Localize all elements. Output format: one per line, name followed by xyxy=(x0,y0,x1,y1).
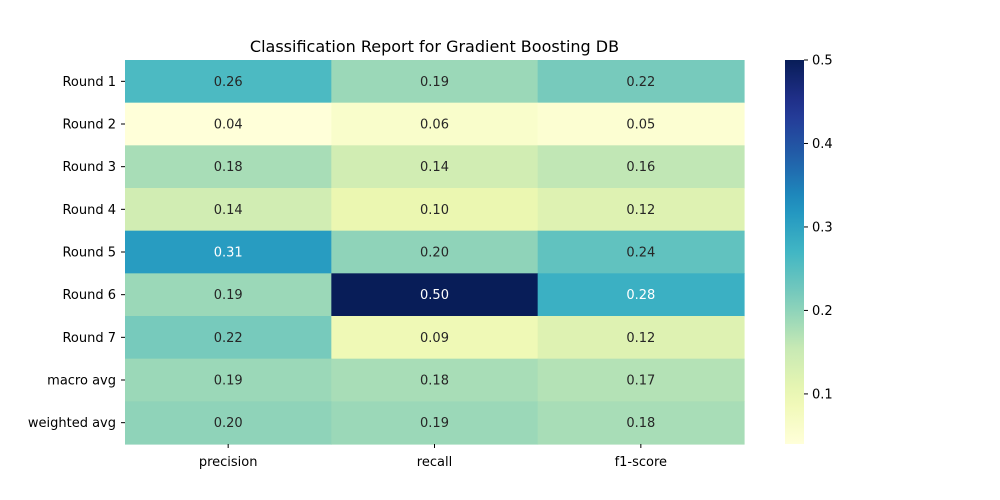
y-axis: Round 1 Round 2 Round 3 Round 4 Round 5 Round… xyxy=(28,75,125,431)
heatmap-cell-label: 0.19 xyxy=(420,416,449,431)
colorbar-axis: 0.1 0.2 0.3 0.4 0.5 xyxy=(804,54,833,402)
heatmap-cell-label: 0.18 xyxy=(626,416,655,431)
heatmap-cell-label: 0.10 xyxy=(420,203,449,218)
heatmap-cell xyxy=(125,102,332,146)
heatmap-cell-label: 0.26 xyxy=(214,75,243,90)
y-tick-label: Round 4 xyxy=(62,203,116,218)
x-tick-label: f1-score xyxy=(615,455,667,470)
heatmap-cell-label: 0.20 xyxy=(214,416,243,431)
heatmap-cell-label: 0.28 xyxy=(626,288,655,303)
y-tick-label: Round 6 xyxy=(62,288,116,303)
heatmap-cell xyxy=(331,316,539,360)
heatmap-cell xyxy=(537,316,745,360)
heatmap-cell xyxy=(331,273,539,317)
heatmap-cell xyxy=(331,145,539,189)
colorbar-tick-label: 0.5 xyxy=(812,54,833,69)
heatmap-cell xyxy=(537,145,745,189)
heatmap-cell-label: 0.16 xyxy=(626,160,655,175)
y-tick-label: weighted avg xyxy=(28,416,116,431)
heatmap-cell-label: 0.24 xyxy=(626,246,655,261)
heatmap-cell-labels: 0.26 0.19 0.22 0.04 0.06 0.05 0.18 0.14 0.16 0.14… xyxy=(214,75,656,431)
heatmap-cell-label: 0.31 xyxy=(214,246,243,261)
heatmap-cell-label: 0.18 xyxy=(214,160,243,175)
heatmap-cell xyxy=(537,102,745,146)
heatmap-cells xyxy=(125,60,745,445)
y-tick-label: macro avg xyxy=(47,374,116,389)
heatmap-cell-label: 0.12 xyxy=(626,331,655,346)
heatmap-cell-label: 0.19 xyxy=(214,374,243,389)
heatmap-cell xyxy=(331,230,539,274)
heatmap-cell xyxy=(537,401,745,445)
heatmap-cell-label: 0.09 xyxy=(420,331,449,346)
heatmap-cell xyxy=(537,358,745,402)
heatmap-cell-label: 0.50 xyxy=(420,288,449,303)
x-tick-label: recall xyxy=(417,455,452,470)
heatmap-cell-label: 0.19 xyxy=(214,288,243,303)
heatmap-cell xyxy=(537,60,745,104)
heatmap-cell-label: 0.12 xyxy=(626,203,655,218)
heatmap-cell xyxy=(537,188,745,232)
heatmap-cell-label: 0.22 xyxy=(214,331,243,346)
heatmap-cell xyxy=(331,60,539,104)
heatmap-cell-label: 0.14 xyxy=(420,160,449,175)
heatmap-cell xyxy=(331,358,539,402)
heatmap-cell xyxy=(125,145,332,189)
heatmap-cell xyxy=(125,273,332,317)
colorbar-tick-label: 0.3 xyxy=(812,220,833,235)
colorbar-tick-label: 0.2 xyxy=(812,304,833,319)
heatmap-cell xyxy=(125,188,332,232)
heatmap-cell xyxy=(125,316,332,360)
heatmap-cell xyxy=(125,230,332,274)
y-tick-label: Round 3 xyxy=(62,160,116,175)
heatmap-cell-label: 0.17 xyxy=(626,374,655,389)
y-tick-label: Round 1 xyxy=(62,75,116,90)
x-axis: precision recall f1-score xyxy=(199,444,667,470)
heatmap-cell xyxy=(537,273,745,317)
heatmap-cell xyxy=(125,60,332,104)
chart-title: Classification Report for Gradient Boost… xyxy=(250,37,619,56)
heatmap-cell-label: 0.20 xyxy=(420,246,449,261)
heatmap-cell-label: 0.06 xyxy=(420,118,449,133)
heatmap-cell-label: 0.04 xyxy=(214,118,243,133)
colorbar-tick-label: 0.4 xyxy=(812,137,833,152)
x-tick-label: precision xyxy=(199,455,258,470)
heatmap-cell xyxy=(331,102,539,146)
heatmap-cell xyxy=(125,358,332,402)
colorbar xyxy=(785,60,804,444)
heatmap-cell xyxy=(537,230,745,274)
heatmap-cell-label: 0.22 xyxy=(626,75,655,90)
heatmap-cell xyxy=(331,188,539,232)
heatmap-cell xyxy=(125,401,332,445)
y-tick-label: Round 2 xyxy=(62,118,116,133)
heatmap-cell-label: 0.14 xyxy=(214,203,243,218)
heatmap-cell-label: 0.18 xyxy=(420,374,449,389)
heatmap-cell-label: 0.05 xyxy=(626,118,655,133)
heatmap-cell-label: 0.19 xyxy=(420,75,449,90)
y-tick-label: Round 5 xyxy=(62,246,116,261)
y-tick-label: Round 7 xyxy=(62,331,116,346)
heatmap-cell xyxy=(331,401,539,445)
colorbar-tick-label: 0.1 xyxy=(812,387,833,402)
